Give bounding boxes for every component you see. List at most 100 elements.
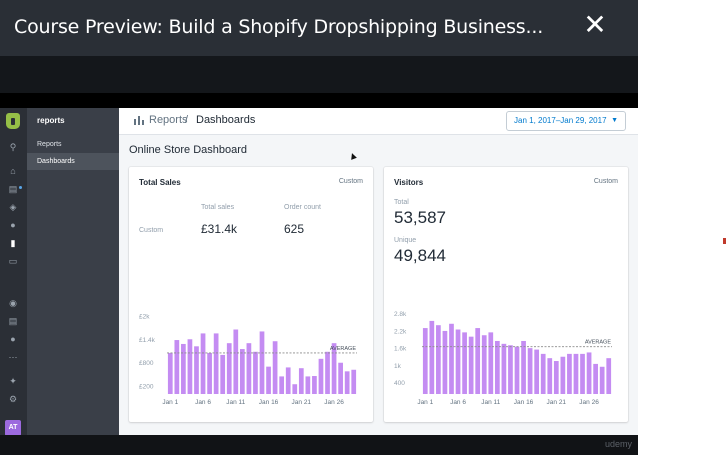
visitors-card: Visitors Custom Total 53,587 Unique 49,8…: [384, 167, 628, 422]
bar: [508, 345, 513, 394]
subnav-title: reports: [37, 116, 65, 125]
modal-header: Course Preview: Build a Shopify Dropship…: [0, 0, 638, 56]
main-content: Reports / Dashboards Jan 1, 2017–Jan 29,…: [119, 108, 638, 435]
visitors-chart: 400 1k 1.6k 2.2k 2.8k AVERAGE Jan 1 Jan 6 Jan 11…: [394, 311, 612, 406]
order-count-value: 625: [284, 222, 305, 236]
date-range-button[interactable]: Jan 1, 2017–Jan 29, 2017 ▼: [506, 111, 626, 131]
bar: [194, 346, 199, 394]
bar: [200, 333, 206, 394]
bar: [553, 361, 559, 394]
online-store-icon[interactable]: ◉: [9, 298, 17, 308]
y-tick-label: 2.8k: [394, 311, 407, 318]
home-icon[interactable]: ⌂: [10, 166, 16, 176]
bar: [344, 371, 350, 394]
shopify-icon-rail: ⚲ ⌂ ▤ ◈ ● ▮ ▭ ◉ ▤ ● ⋯ ✦ ⚙ AT: [0, 108, 27, 435]
bar: [167, 352, 173, 394]
bar: [593, 363, 598, 394]
y-tick-label: £200: [139, 384, 154, 391]
reports-icon[interactable]: ▮: [10, 238, 16, 248]
notification-dot: [19, 186, 22, 189]
video-letterbox-top: [0, 56, 638, 93]
close-button[interactable]: ✕: [583, 8, 607, 41]
breadcrumb-reports-link[interactable]: Reports: [149, 114, 188, 126]
edge-marker: [723, 238, 726, 244]
bar: [599, 366, 605, 394]
bar: [325, 351, 330, 394]
y-tick-label: 1k: [394, 363, 402, 370]
bar: [279, 376, 285, 394]
bar: [266, 366, 271, 394]
bar: [422, 328, 428, 394]
bar: [606, 358, 612, 394]
bar: [285, 367, 291, 394]
bar: [338, 362, 343, 394]
avatar[interactable]: AT: [5, 420, 21, 435]
bar: [233, 329, 239, 394]
visitors-unique-label: Unique: [394, 237, 417, 244]
bar: [220, 354, 226, 394]
date-range-label: Jan 1, 2017–Jan 29, 2017: [514, 116, 607, 125]
visitors-card-range[interactable]: Custom: [593, 178, 618, 185]
bar: [239, 349, 245, 394]
x-tick-label: Jan 26: [324, 399, 344, 406]
mouse-cursor-icon: [349, 152, 357, 160]
subnav-item-dashboards[interactable]: Dashboards: [27, 153, 119, 170]
sales-card-range[interactable]: Custom: [338, 178, 363, 185]
video-top-bar: [0, 93, 638, 108]
bar: [547, 358, 553, 394]
apps-icon[interactable]: ●: [10, 334, 16, 344]
orders-icon[interactable]: ▤: [8, 184, 18, 194]
caret-down-icon: ▼: [611, 117, 618, 124]
bar: [481, 335, 487, 394]
bar: [586, 352, 592, 394]
bar: [272, 341, 278, 394]
total-sales-chart: £200 £800 £1.4k £2k AVERAGE Jan 1 Jan 6 Jan 11 J…: [139, 313, 357, 406]
visitors-unique-value: 49,844: [394, 246, 446, 265]
shopify-logo-icon[interactable]: [6, 113, 20, 129]
blog-icon[interactable]: ▤: [8, 316, 18, 326]
subnav-item-reports[interactable]: Reports: [37, 141, 62, 148]
average-label: AVERAGE: [330, 346, 357, 352]
sales-channels-icon[interactable]: ✦: [9, 376, 17, 386]
total-sales-label: Total sales: [201, 204, 235, 211]
bar: [534, 349, 540, 394]
search-icon[interactable]: ⚲: [9, 142, 17, 152]
x-tick-label: Jan 26: [579, 399, 599, 406]
bar: [292, 384, 298, 394]
x-tick-label: Jan 21: [547, 399, 567, 406]
bar: [207, 352, 212, 394]
video-frame[interactable]: ⚲ ⌂ ▤ ◈ ● ▮ ▭ ◉ ▤ ● ⋯ ✦ ⚙ AT reports Rep…: [0, 108, 638, 435]
bar: [449, 323, 454, 394]
y-tick-label: 400: [394, 380, 405, 387]
x-tick-label: Jan 6: [450, 399, 466, 406]
more-icon[interactable]: ⋯: [8, 352, 18, 362]
visitors-card-title: Visitors: [394, 178, 424, 187]
bar: [429, 320, 435, 394]
customers-icon[interactable]: ●: [10, 220, 16, 230]
bar: [226, 343, 232, 394]
average-label: AVERAGE: [585, 340, 612, 346]
y-tick-label: £800: [139, 360, 154, 367]
x-tick-label: Jan 16: [514, 399, 534, 406]
x-tick-label: Jan 11: [481, 399, 500, 406]
modal-title: Course Preview: Build a Shopify Dropship…: [14, 16, 544, 38]
bar: [560, 356, 566, 394]
bar: [187, 339, 193, 394]
bar: [298, 368, 304, 394]
visitors-total-label: Total: [394, 199, 409, 206]
sales-card-title: Total Sales: [139, 178, 181, 187]
x-tick-label: Jan 1: [417, 399, 433, 406]
settings-icon[interactable]: ⚙: [8, 394, 18, 404]
bar: [573, 353, 579, 394]
total-sales-value: £31.4k: [201, 222, 238, 236]
bar: [253, 351, 258, 394]
breadcrumb-bar: Reports / Dashboards Jan 1, 2017–Jan 29,…: [119, 108, 638, 135]
breadcrumb-separator: /: [185, 114, 189, 126]
visitors-total-value: 53,587: [394, 208, 446, 227]
row-label: Custom: [139, 227, 164, 234]
bar: [442, 330, 448, 394]
bar: [540, 353, 546, 394]
bar: [318, 358, 324, 394]
discounts-icon[interactable]: ▭: [8, 256, 18, 266]
products-icon[interactable]: ◈: [9, 202, 17, 212]
